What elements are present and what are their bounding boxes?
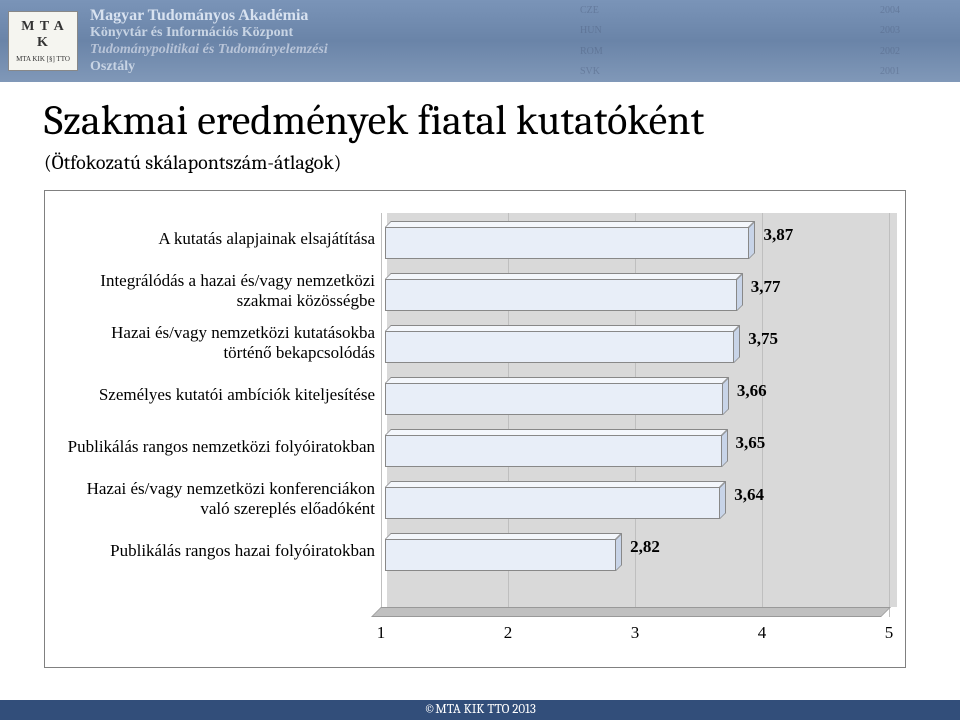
- logo-bottom: MTA KIK [§] TTO: [16, 55, 70, 63]
- logo: M T A K MTA KIK [§] TTO: [8, 11, 78, 71]
- axis-tick: 2: [504, 623, 513, 643]
- logo-top: M T A: [21, 19, 64, 35]
- axis-tick: 3: [631, 623, 640, 643]
- bar: 3,65: [385, 421, 891, 473]
- value-label: 3,64: [734, 485, 764, 505]
- value-label: 3,65: [736, 433, 766, 453]
- bar: 2,82: [385, 525, 891, 577]
- page-title: Szakmai eredmények fiatal kutatóként: [44, 96, 916, 145]
- bar: 3,87: [385, 213, 891, 265]
- chart-rows: A kutatás alapjainak elsajátítása 3,87 Int…: [59, 213, 891, 577]
- chart-row: Hazai és/vagy nemzetközi konferenciákon …: [59, 473, 891, 525]
- logo-mid: K: [37, 35, 49, 51]
- chart-row: Integrálódás a hazai és/vagy nemzetközi …: [59, 265, 891, 317]
- category-label: Hazai és/vagy nemzetközi kutatásokba tör…: [59, 323, 385, 362]
- chart-row: A kutatás alapjainak elsajátítása 3,87: [59, 213, 891, 265]
- chart-row: Publikálás rangos nemzetközi folyóiratok…: [59, 421, 891, 473]
- category-label: Személyes kutatói ambíciók kiteljesítése: [59, 385, 385, 405]
- category-label: Publikálás rangos hazai folyóiratokban: [59, 541, 385, 561]
- value-label: 3,75: [748, 329, 778, 349]
- chart-floor: [371, 607, 891, 617]
- bar: 3,66: [385, 369, 891, 421]
- bar: 3,75: [385, 317, 891, 369]
- chart-row: Hazai és/vagy nemzetközi kutatásokba tör…: [59, 317, 891, 369]
- bar: 3,64: [385, 473, 891, 525]
- header-banner: M T A K MTA KIK [§] TTO Magyar Tudományo…: [0, 0, 960, 82]
- axis-tick: 4: [758, 623, 767, 643]
- category-label: Hazai és/vagy nemzetközi konferenciákon …: [59, 479, 385, 518]
- category-label: Integrálódás a hazai és/vagy nemzetközi …: [59, 271, 385, 310]
- org-line3: Tudománypolitikai és Tudományelemzési: [90, 42, 328, 59]
- category-label: A kutatás alapjainak elsajátítása: [59, 229, 385, 249]
- category-label: Publikálás rangos nemzetközi folyóiratok…: [59, 437, 385, 457]
- value-label: 2,82: [630, 537, 660, 557]
- header-text: Magyar Tudományos Akadémia Könyvtár és I…: [90, 6, 328, 76]
- org-line4: Osztály: [90, 59, 328, 76]
- value-label: 3,87: [763, 225, 793, 245]
- bar: 3,77: [385, 265, 891, 317]
- chart-axis: 12345: [381, 623, 891, 643]
- chart: A kutatás alapjainak elsajátítása 3,87 Int…: [44, 190, 906, 668]
- footer: ©MTA KIK TTO 2013: [0, 700, 960, 720]
- chart-row: Publikálás rangos hazai folyóiratokban 2,…: [59, 525, 891, 577]
- subtitle: (Ötfokozatú skálapontszám-átlagok): [44, 151, 916, 174]
- header-watermark: CZE2004 HUN2003 ROM2002 SVK2001: [580, 0, 960, 82]
- value-label: 3,66: [737, 381, 767, 401]
- axis-tick: 1: [377, 623, 386, 643]
- org-line2: Könyvtár és Információs Központ: [90, 25, 328, 42]
- chart-row: Személyes kutatói ambíciók kiteljesítése…: [59, 369, 891, 421]
- value-label: 3,77: [751, 277, 781, 297]
- axis-tick: 5: [885, 623, 894, 643]
- org-line1: Magyar Tudományos Akadémia: [90, 6, 328, 25]
- content: Szakmai eredmények fiatal kutatóként (Öt…: [0, 82, 960, 668]
